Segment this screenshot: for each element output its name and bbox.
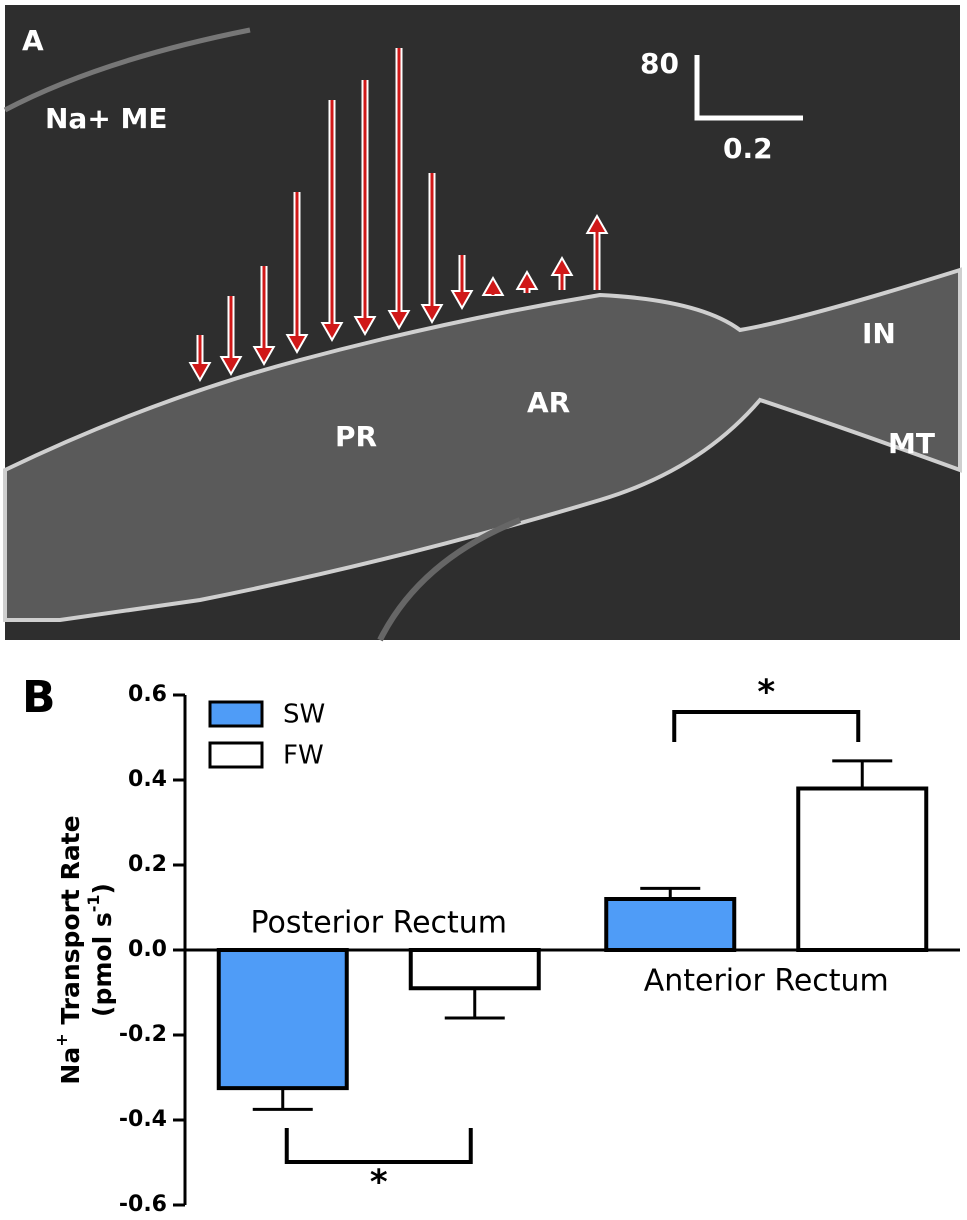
arrow [289, 336, 305, 350]
micrograph-label: MT [888, 427, 935, 460]
significance-marker: * [757, 673, 775, 713]
y-tick-label: -0.6 [119, 1192, 167, 1217]
legend-label: FW [283, 741, 324, 771]
arrow [424, 306, 440, 320]
scale-bar-label: 0.2 [723, 132, 773, 165]
fiber [3, 27, 251, 113]
y-axis-label-part: Na [56, 1047, 85, 1085]
category-label: Posterior Rectum [250, 906, 507, 941]
arrow [485, 280, 501, 294]
panel-label: A [22, 24, 44, 57]
y-tick-label: -0.4 [119, 1107, 167, 1132]
micrograph-label: AR [527, 386, 570, 419]
fiber [377, 517, 522, 642]
bar [796, 786, 929, 952]
micrograph-label: Na+ ME [45, 102, 168, 135]
significance-marker: * [370, 1163, 388, 1203]
micrograph: A Na+ ME IN MT PR AR 80 0.2 [3, 5, 962, 642]
legend-label: SW [283, 700, 325, 730]
arrow [324, 324, 340, 338]
micrograph-label: PR [335, 420, 377, 453]
y-tick-label: 0.4 [128, 767, 167, 792]
y-axis-label-part: -1 [84, 894, 103, 912]
bar-chart: B Na+ Transport Rate (pmol s-1) 0.6 0.4 0.… [22, 672, 960, 1217]
arrow [454, 292, 470, 306]
micrograph-label: IN [862, 317, 896, 350]
y-tick-label: 0.0 [128, 937, 167, 962]
scale-bar [694, 55, 803, 121]
bar [408, 948, 541, 991]
y-tick-label: 0.6 [128, 682, 167, 707]
category-label: Anterior Rectum [644, 964, 889, 999]
scale-bar-label: 80 [640, 47, 679, 80]
y-tick-label: 0.2 [128, 852, 167, 877]
tissue [3, 267, 962, 622]
panel-label: B [22, 672, 56, 723]
arrow [554, 260, 570, 274]
y-axis-label-part: Transport Rate [56, 815, 85, 1033]
arrow [192, 364, 208, 378]
y-axis-label: Na+ Transport Rate [52, 815, 86, 1084]
y-axis-label-part: ) [88, 883, 117, 894]
arrow [256, 348, 272, 362]
flux-arrows [188, 48, 609, 383]
legend-swatch [208, 741, 264, 769]
bar [216, 948, 349, 1091]
arrow [589, 218, 605, 232]
y-axis-label: (pmol s-1) [84, 883, 118, 1017]
y-axis-label-part: + [52, 1033, 71, 1046]
significance-bracket [284, 1128, 473, 1164]
arrow [357, 318, 373, 332]
arrow [223, 358, 239, 372]
bar [604, 897, 737, 952]
significance-bracket [672, 710, 861, 742]
y-axis-label-part: (pmol s [88, 912, 117, 1017]
arrow [519, 274, 535, 288]
y-tick-label: -0.2 [119, 1022, 167, 1047]
arrow [391, 312, 407, 326]
legend-swatch [208, 700, 264, 728]
